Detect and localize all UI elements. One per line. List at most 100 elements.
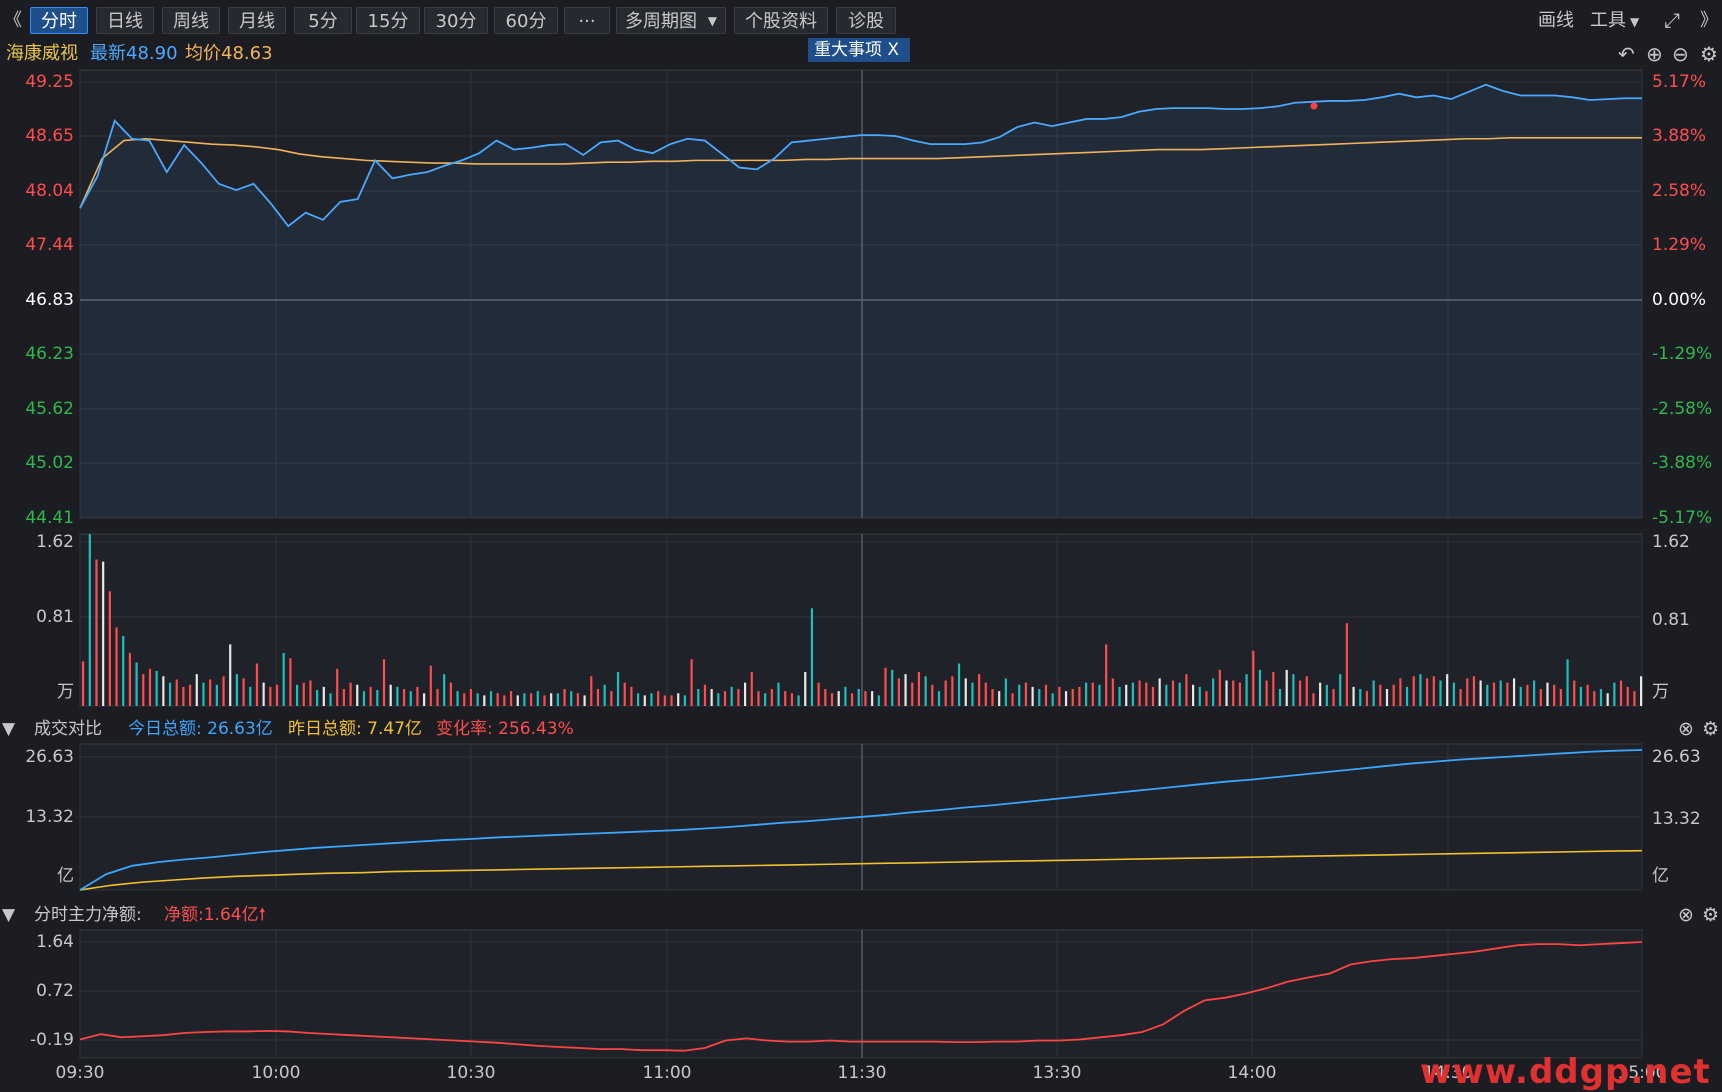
collapse-icon[interactable]: ▼ xyxy=(2,719,16,739)
volume-bar xyxy=(1171,680,1175,706)
volume-bar xyxy=(523,693,526,706)
volume-bar xyxy=(1379,684,1382,706)
volume-bar xyxy=(1339,674,1342,706)
volume-bar xyxy=(1566,659,1569,706)
pct-tick-label: 0.00% xyxy=(1652,290,1706,310)
volume-bar xyxy=(1258,669,1262,706)
volume-bar xyxy=(483,695,486,706)
watermark: www.ddgp.net xyxy=(1420,1052,1711,1092)
volume-bar xyxy=(1466,678,1469,706)
diagnose-button[interactable]: 诊股 xyxy=(836,7,896,34)
netflow-tick-label: 0.72 xyxy=(36,981,74,1001)
tab-60min[interactable]: 60分 xyxy=(494,7,558,34)
volume-bar xyxy=(844,686,847,706)
stock-name: 海康威视 xyxy=(6,43,78,64)
volume-bar xyxy=(1145,682,1148,706)
volume-bar xyxy=(1392,684,1395,706)
volume-bar xyxy=(583,695,586,706)
volume-bar xyxy=(1619,680,1623,706)
volume-bar xyxy=(837,691,840,706)
volume-unit-label: 万 xyxy=(1652,682,1669,702)
time-tick-label: 10:30 xyxy=(447,1063,496,1083)
volume-bar xyxy=(155,670,158,706)
volume-bar xyxy=(1606,693,1609,706)
stock-profile-button[interactable]: 个股资料 xyxy=(734,7,828,34)
tools-dropdown[interactable]: 工具 ▼ xyxy=(1590,7,1639,34)
close-icon[interactable]: ⊗ xyxy=(1678,718,1694,740)
volume-bar xyxy=(784,691,787,706)
volume-bar xyxy=(235,674,238,706)
tab-30min[interactable]: 30分 xyxy=(424,7,488,34)
more-button[interactable]: ··· xyxy=(564,7,610,34)
volume-bar xyxy=(1165,684,1168,706)
major-events-tag[interactable]: 重大事项 X xyxy=(808,38,910,62)
volume-bar xyxy=(623,682,626,706)
settings-icon[interactable]: ⚙ xyxy=(1700,42,1718,66)
average-price: 均价48.63 xyxy=(185,43,273,64)
volume-bar xyxy=(603,684,606,706)
volume-bar xyxy=(697,689,700,706)
zoom-out-icon[interactable]: ⊖ xyxy=(1672,42,1689,66)
zoom-in-icon[interactable]: ⊕ xyxy=(1646,42,1663,66)
tab-15min[interactable]: 15分 xyxy=(356,7,420,34)
volume-bar xyxy=(770,689,773,706)
tab-5min[interactable]: 5分 xyxy=(294,7,352,34)
tab-daily[interactable]: 日线 xyxy=(96,7,154,34)
volume-bar xyxy=(1058,686,1061,706)
volume-bar xyxy=(1352,686,1355,706)
draw-button[interactable]: 画线 xyxy=(1538,10,1574,31)
volume-bar xyxy=(643,695,646,706)
time-tick-label: 10:00 xyxy=(252,1063,301,1083)
forward-icon[interactable]: 》 xyxy=(1700,10,1718,31)
pct-tick-label: -3.88% xyxy=(1652,453,1712,473)
undo-icon[interactable]: ↶ xyxy=(1618,42,1635,66)
tab-weekly[interactable]: 周线 xyxy=(162,7,220,34)
compare-tick-label: 26.63 xyxy=(25,747,74,767)
price-tick-label: 46.23 xyxy=(25,344,74,364)
volume-bar xyxy=(1278,689,1282,706)
volume-bar xyxy=(871,691,874,706)
fullscreen-icon[interactable]: ⤢ xyxy=(1664,8,1680,32)
compare-unit-label: 亿 xyxy=(1652,866,1669,886)
back-icon[interactable]: 《 xyxy=(4,10,22,31)
volume-bar xyxy=(295,684,299,706)
volume-bar xyxy=(1305,676,1308,706)
close-icon[interactable]: ⊗ xyxy=(1678,904,1694,926)
pct-tick-label: 3.88% xyxy=(1652,126,1706,146)
volume-bar xyxy=(309,680,312,706)
volume-bar xyxy=(1105,644,1108,706)
multi-period-dropdown[interactable]: 多周期图 ▼ xyxy=(616,7,726,34)
tab-monthly[interactable]: 月线 xyxy=(228,7,286,34)
collapse-icon[interactable]: ▼ xyxy=(2,905,16,925)
netflow-title: 分时主力净额: xyxy=(34,905,142,925)
volume-bar xyxy=(824,689,827,706)
volume-bar xyxy=(1432,676,1435,706)
compare-unit-label: 亿 xyxy=(57,866,74,886)
volume-bar xyxy=(991,689,994,706)
time-tick-label: 09:30 xyxy=(56,1063,105,1083)
price-tick-label: 45.62 xyxy=(25,399,74,419)
volume-bar xyxy=(1599,689,1603,706)
volume-bar xyxy=(864,691,867,706)
volume-bar xyxy=(1345,623,1348,706)
pct-tick-label: -2.58% xyxy=(1652,399,1712,419)
volume-bar xyxy=(1285,669,1288,706)
volume-bar xyxy=(964,678,967,706)
volume-bar xyxy=(262,682,265,706)
volume-bar xyxy=(710,689,713,706)
volume-bar xyxy=(1372,680,1375,706)
caret-down-icon: ▼ xyxy=(1630,15,1640,29)
multi-period-label: 多周期图 xyxy=(625,11,697,32)
volume-bar xyxy=(102,561,105,706)
volume-bar xyxy=(489,691,493,706)
volume-bar xyxy=(636,693,640,706)
settings-icon[interactable]: ⚙ xyxy=(1702,904,1720,926)
volume-bar xyxy=(1412,676,1415,706)
volume-bar xyxy=(1078,686,1081,706)
settings-icon[interactable]: ⚙ xyxy=(1702,718,1720,740)
volume-bar xyxy=(1573,680,1576,706)
volume-tick-label: 1.62 xyxy=(1652,532,1690,552)
tab-fenshi[interactable]: 分时 xyxy=(30,7,88,34)
compare-tick-label: 13.32 xyxy=(1652,809,1701,829)
